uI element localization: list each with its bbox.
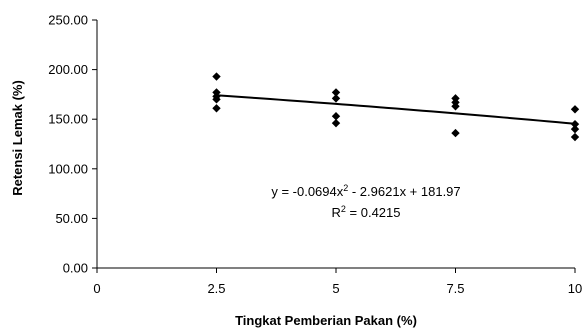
equation-superscript: 2 xyxy=(343,183,348,193)
r-squared-label: R2 = 0.4215 xyxy=(332,204,401,220)
data-points xyxy=(212,72,580,142)
x-tick-label: 10 xyxy=(568,281,582,296)
y-tick-label: 0.00 xyxy=(63,261,88,276)
x-tick-label: 0 xyxy=(93,281,100,296)
y-tick-label: 200.00 xyxy=(48,62,88,77)
axis-titles: Tingkat Pemberian Pakan (%) Retensi Lema… xyxy=(10,80,417,328)
data-point xyxy=(331,94,341,103)
data-point xyxy=(570,105,580,114)
y-tick-label: 100.00 xyxy=(48,161,88,176)
y-tick-label: 250.00 xyxy=(48,13,88,28)
data-point xyxy=(212,104,221,113)
y-tick-label: 150.00 xyxy=(48,112,88,127)
x-axis: 0 2.5 5 7.5 10 xyxy=(93,267,582,296)
r2-superscript: 2 xyxy=(341,204,346,214)
x-axis-title: Tingkat Pemberian Pakan (%) xyxy=(235,313,417,328)
r2-suffix: = 0.4215 xyxy=(346,205,401,220)
x-tick-label: 2.5 xyxy=(207,281,225,296)
equation-suffix: - 2.9621x + 181.97 xyxy=(348,184,460,199)
data-point xyxy=(570,124,580,134)
data-point xyxy=(570,119,580,129)
x-tick-label: 7.5 xyxy=(446,281,464,296)
r2-prefix: R xyxy=(332,205,341,220)
x-tick-label: 5 xyxy=(332,281,339,296)
annotations: y = -0.0694x2 - 2.9621x + 181.97 R2 = 0.… xyxy=(271,183,460,220)
data-point xyxy=(451,128,460,138)
data-point xyxy=(331,118,341,128)
data-point xyxy=(451,102,460,111)
data-point xyxy=(331,112,341,121)
data-point xyxy=(570,132,580,142)
y-axis: 0.00 50.00 100.00 150.00 200.00 250.00 xyxy=(48,13,98,276)
data-point xyxy=(331,88,341,97)
trendline xyxy=(216,94,576,125)
y-tick-label: 50.00 xyxy=(55,211,88,226)
trendline-group xyxy=(216,94,576,125)
data-point xyxy=(212,72,221,81)
trendline-equation: y = -0.0694x2 - 2.9621x + 181.97 xyxy=(271,183,460,199)
data-point xyxy=(212,95,221,104)
y-axis-title: Retensi Lemak (%) xyxy=(10,80,25,196)
equation-prefix: y = -0.0694x xyxy=(271,184,343,199)
